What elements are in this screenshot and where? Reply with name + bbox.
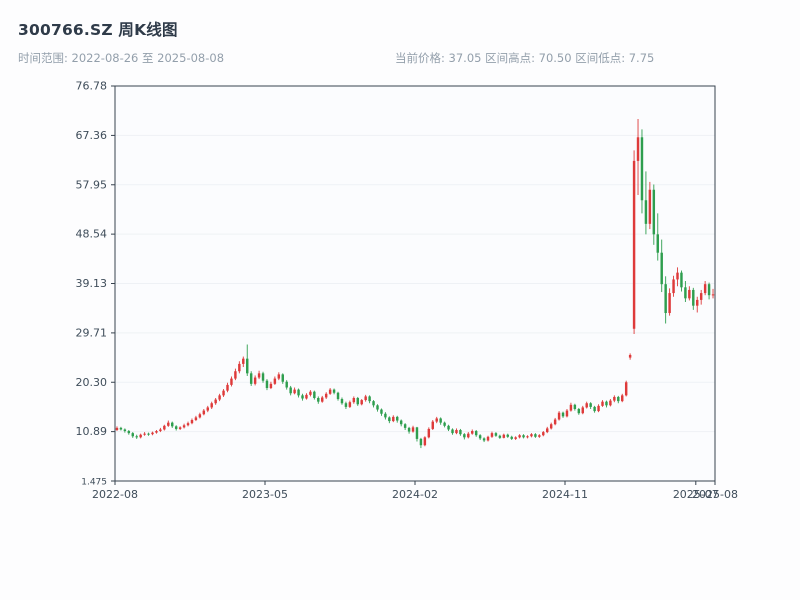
price-stats-label: 当前价格: 37.05 区间高点: 70.50 区间低点: 7.75	[395, 51, 655, 65]
svg-text:2025-07: 2025-07	[673, 488, 719, 501]
svg-text:39.13: 39.13	[76, 277, 108, 290]
svg-text:67.36: 67.36	[76, 129, 108, 142]
svg-text:2024-11: 2024-11	[542, 488, 588, 501]
y-axis-labels: 1.475 10.89 20.30 29.71 39.13 48.54 57.95 67.36…	[76, 80, 115, 488]
svg-text:48.54: 48.54	[76, 228, 108, 241]
x-axis-labels: 2022-08 2023-05 2024-02 2024-11 2025-072025-…	[92, 481, 738, 501]
svg-text:1.475: 1.475	[81, 478, 107, 488]
svg-text:29.71: 29.71	[76, 326, 108, 339]
svg-text:20.30: 20.30	[76, 376, 108, 389]
svg-text:2024-02: 2024-02	[392, 488, 438, 501]
candles-layer	[115, 118, 715, 449]
svg-text:2023-05: 2023-05	[242, 488, 288, 501]
svg-text:2025-08: 2025-08	[692, 488, 738, 501]
svg-text:76.78: 76.78	[76, 80, 108, 93]
svg-text:57.95: 57.95	[76, 178, 108, 191]
plot-frame	[114, 85, 716, 482]
date-range-label: 时间范围: 2022-08-26 至 2025-08-08	[18, 51, 225, 65]
svg-text:2022-08: 2022-08	[92, 488, 138, 501]
page-title: 300766.SZ 周K线图	[18, 21, 178, 39]
svg-text:10.89: 10.89	[76, 425, 108, 438]
